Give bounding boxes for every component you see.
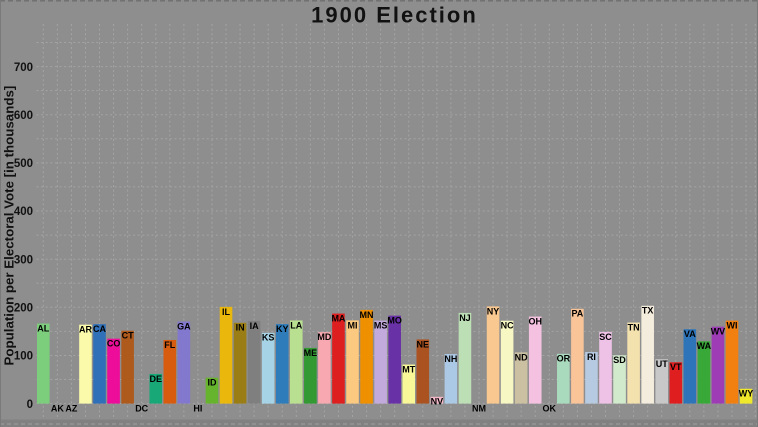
svg-text:700: 700 [14, 62, 33, 74]
svg-text:200: 200 [14, 303, 33, 315]
svg-text:100: 100 [14, 351, 33, 363]
svg-text:AZ: AZ [65, 404, 77, 414]
svg-text:AL: AL [37, 323, 49, 333]
svg-text:OH: OH [528, 316, 542, 326]
svg-text:OR: OR [557, 354, 571, 364]
svg-text:OK: OK [543, 404, 557, 414]
svg-text:WY: WY [739, 389, 754, 399]
svg-text:IN: IN [236, 323, 245, 333]
svg-text:SD: SD [613, 355, 626, 365]
svg-text:NE: NE [417, 339, 430, 349]
svg-text:WI: WI [726, 320, 737, 330]
svg-text:DE: DE [149, 374, 162, 384]
svg-text:300: 300 [14, 254, 33, 266]
svg-text:400: 400 [14, 206, 33, 218]
svg-text:MI: MI [348, 320, 358, 330]
svg-text:NY: NY [487, 306, 500, 316]
svg-text:KS: KS [262, 333, 275, 343]
svg-text:AR: AR [79, 325, 92, 335]
svg-text:MO: MO [387, 316, 402, 326]
svg-text:KY: KY [276, 324, 289, 334]
svg-text:NJ: NJ [459, 313, 471, 323]
svg-text:LA: LA [290, 320, 302, 330]
svg-text:MA: MA [331, 313, 345, 323]
svg-text:SC: SC [599, 332, 612, 342]
svg-text:Population per Electoral Vote: Population per Electoral Vote [in thousa… [2, 86, 17, 366]
svg-text:1900 Election: 1900 Election [311, 3, 478, 28]
svg-text:ID: ID [207, 378, 217, 388]
svg-text:CT: CT [122, 331, 134, 341]
svg-text:WV: WV [711, 327, 726, 337]
svg-text:GA: GA [177, 321, 191, 331]
svg-text:PA: PA [571, 309, 583, 319]
svg-text:NC: NC [501, 321, 514, 331]
svg-text:CA: CA [93, 324, 106, 334]
svg-text:MD: MD [317, 332, 331, 342]
svg-text:MN: MN [360, 310, 374, 320]
svg-text:FL: FL [164, 340, 175, 350]
svg-text:NV: NV [431, 397, 444, 407]
svg-text:NM: NM [472, 404, 486, 414]
svg-text:MT: MT [402, 364, 415, 374]
svg-text:WA: WA [697, 341, 712, 351]
svg-text:0: 0 [27, 399, 33, 411]
svg-text:VT: VT [670, 362, 682, 372]
svg-text:RI: RI [587, 352, 596, 362]
svg-text:VA: VA [684, 329, 696, 339]
svg-text:ME: ME [304, 348, 318, 358]
svg-text:DC: DC [135, 404, 148, 414]
svg-text:TX: TX [642, 306, 654, 316]
svg-text:IA: IA [250, 321, 260, 331]
svg-text:TN: TN [628, 322, 640, 332]
svg-text:HI: HI [193, 404, 202, 414]
svg-text:ND: ND [515, 352, 528, 362]
svg-text:600: 600 [14, 110, 33, 122]
svg-text:NH: NH [444, 354, 457, 364]
svg-text:UT: UT [656, 359, 668, 369]
svg-text:AK: AK [51, 404, 64, 414]
svg-text:500: 500 [14, 158, 33, 170]
svg-text:CO: CO [107, 339, 121, 349]
svg-text:MS: MS [374, 320, 388, 330]
svg-text:IL: IL [222, 307, 231, 317]
